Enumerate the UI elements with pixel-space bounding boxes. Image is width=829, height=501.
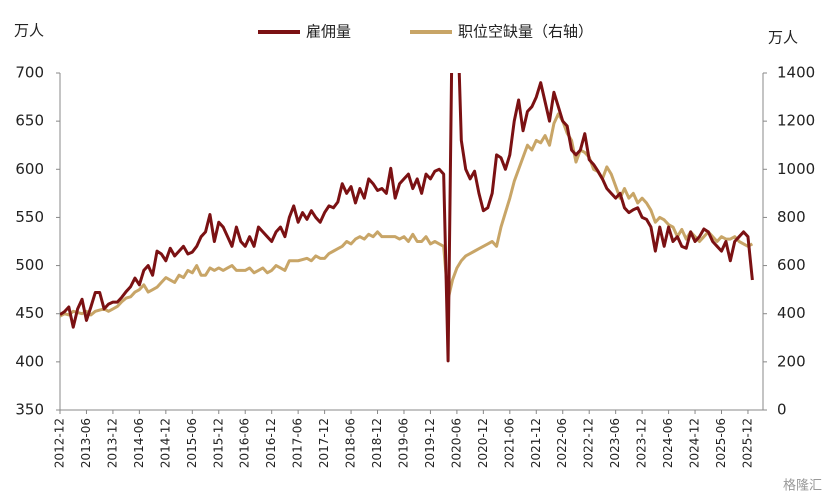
plot-area: [60, 73, 754, 363]
x-tick-label: 2025-06: [714, 418, 728, 468]
x-tick-label: 2019-06: [396, 418, 410, 468]
y2-tick-label: 1000: [777, 160, 815, 178]
x-tick-label: 2023-06: [608, 418, 622, 468]
series-line: [60, 73, 754, 363]
x-tick-label: 2012-12: [53, 418, 67, 468]
x-tick-label: 2021-06: [502, 418, 516, 468]
x-tick-label: 2018-12: [370, 418, 384, 468]
x-tick-label: 2014-06: [132, 418, 146, 468]
x-tick-label: 2025-12: [740, 418, 754, 468]
y2-axis-label: 万人: [768, 29, 798, 47]
x-tick-label: 2013-12: [105, 418, 119, 468]
x-tick-label: 2016-12: [264, 418, 278, 468]
x-tick-label: 2015-06: [185, 418, 199, 468]
x-tick-label: 2024-06: [661, 418, 675, 468]
legend-label: 职位空缺量（右轴）: [458, 23, 593, 41]
x-tick-label: 2015-12: [211, 418, 225, 468]
y-tick-label: 700: [15, 64, 44, 82]
y2-tick-label: 1200: [777, 112, 815, 130]
legend-label: 雇佣量: [306, 23, 351, 41]
y2-tick-label: 0: [777, 401, 787, 419]
y2-tick-label: 600: [777, 256, 806, 274]
y-tick-label: 350: [15, 401, 44, 419]
series-line: [60, 112, 754, 318]
y-axis-label: 万人: [14, 22, 44, 40]
y-tick-label: 600: [15, 160, 44, 178]
y-tick-label: 400: [15, 352, 44, 370]
x-tick-label: 2022-12: [582, 418, 596, 468]
y-tick-label: 550: [15, 208, 44, 226]
y-tick-label: 450: [15, 304, 44, 322]
x-tick-label: 2017-12: [317, 418, 331, 468]
x-tick-label: 2014-12: [158, 418, 172, 468]
y-tick-label: 500: [15, 256, 44, 274]
x-tick-label: 2022-06: [555, 418, 569, 468]
y2-tick-label: 400: [777, 304, 806, 322]
y2-tick-label: 800: [777, 208, 806, 226]
x-tick-label: 2020-12: [476, 418, 490, 468]
x-tick-label: 2023-12: [635, 418, 649, 468]
y-tick-label: 650: [15, 112, 44, 130]
x-tick-label: 2013-06: [79, 418, 93, 468]
x-tick-label: 2018-06: [344, 418, 358, 468]
x-tick-label: 2020-06: [449, 418, 463, 468]
y2-tick-label: 200: [777, 352, 806, 370]
x-tick-label: 2024-12: [688, 418, 702, 468]
y2-tick-label: 1400: [777, 64, 815, 82]
x-tick-label: 2019-12: [423, 418, 437, 468]
watermark: 格隆汇: [783, 478, 822, 494]
x-tick-label: 2017-06: [291, 418, 305, 468]
x-tick-label: 2016-06: [238, 418, 252, 468]
x-tick-label: 2021-12: [529, 418, 543, 468]
